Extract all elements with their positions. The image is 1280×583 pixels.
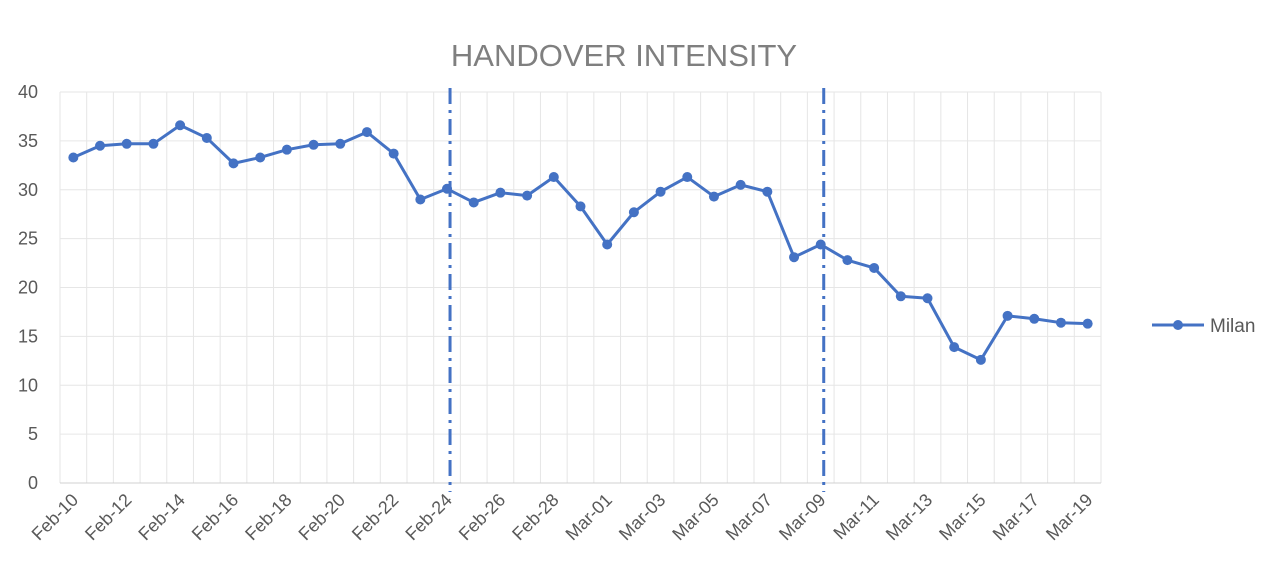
data-point [922,293,933,304]
data-point [468,197,479,208]
x-tick-label: Mar-05 [668,490,722,544]
data-point [975,354,986,365]
x-tick-label: Mar-07 [722,490,776,544]
x-tick-label: Feb-24 [401,490,455,544]
data-point [655,186,666,197]
data-point [255,152,266,163]
y-tick-label: 0 [28,473,38,493]
x-tick-label: Mar-15 [935,490,989,544]
x-tick-label: Feb-10 [28,490,82,544]
data-point [869,262,880,273]
data-point [1055,317,1066,328]
legend: Milan [1152,316,1255,337]
data-point [575,201,586,212]
chart-title: HANDOVER INTENSITY [451,38,797,73]
data-point [1002,310,1013,321]
y-tick-label: 40 [18,82,38,102]
data-point [308,139,319,150]
x-tick-label: Feb-22 [348,490,402,544]
x-tick-label: Feb-26 [455,490,509,544]
x-tick-label: Feb-14 [134,490,188,544]
data-point [602,239,613,250]
x-tick-label: Feb-16 [188,490,242,544]
y-tick-label: 20 [18,278,38,298]
y-tick-label: 15 [18,326,38,346]
y-tick-label: 30 [18,180,38,200]
y-axis-ticks: 0 5 10 15 20 25 30 35 40 [18,82,38,493]
data-point [522,190,533,201]
x-tick-label: Mar-03 [615,490,669,544]
y-tick-label: 35 [18,131,38,151]
data-point [175,120,186,131]
x-tick-label: Mar-17 [989,490,1043,544]
x-tick-label: Feb-12 [81,490,135,544]
data-point [281,144,292,155]
data-point [442,183,453,194]
data-point [815,239,826,250]
legend-label-milan: Milan [1210,316,1255,337]
data-point [895,291,906,302]
y-tick-label: 10 [18,375,38,395]
vertical-markers [448,88,826,492]
x-tick-label: Feb-20 [295,490,349,544]
data-point [68,152,79,163]
data-point [789,252,800,263]
legend-marker-icon [1173,320,1183,330]
data-point [842,255,853,266]
data-point [708,191,719,202]
x-tick-label: Feb-18 [241,490,295,544]
data-point [95,140,106,151]
x-tick-label: Feb-28 [508,490,562,544]
data-point [949,342,960,353]
data-point [201,132,212,143]
y-tick-label: 5 [28,424,38,444]
data-point [1082,318,1093,329]
data-point [682,172,693,183]
x-tick-label: Mar-19 [1042,490,1096,544]
x-tick-label: Mar-11 [829,490,883,544]
data-point [628,207,639,218]
data-point [148,138,159,149]
data-point [548,172,559,183]
gridlines [59,91,1102,484]
data-point [495,187,506,198]
data-point [735,179,746,190]
data-point [121,138,132,149]
data-point [228,158,239,169]
data-point [415,194,426,205]
x-tick-label: Mar-09 [775,490,829,544]
data-point [388,148,399,159]
series-milan [68,120,1093,365]
y-tick-label: 25 [18,229,38,249]
data-point [335,138,346,149]
data-point [762,186,773,197]
data-point [1029,313,1040,324]
series-line [72,123,1088,362]
x-tick-label: Mar-13 [882,490,936,544]
x-axis-ticks: Feb-10Feb-12Feb-14Feb-16Feb-18Feb-20Feb-… [28,490,1097,544]
data-point [361,127,372,138]
x-tick-label: Mar-01 [562,490,616,544]
